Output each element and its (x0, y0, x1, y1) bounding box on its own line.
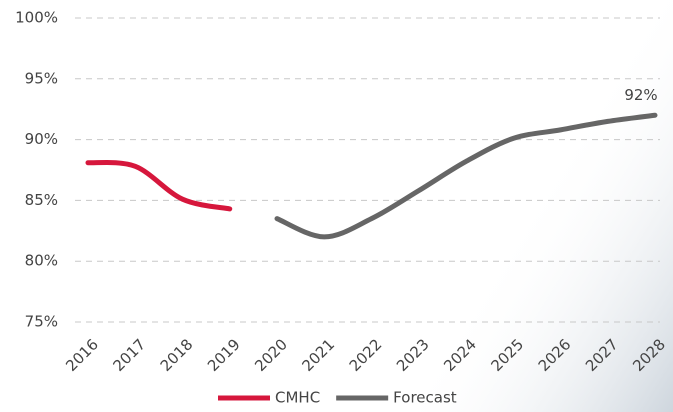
y-tick-label: 100% (15, 9, 58, 27)
series-line (274, 112, 658, 240)
data-label: 92% (624, 86, 657, 104)
x-tick-label: 2021 (299, 335, 339, 375)
x-tick-label: 2020 (251, 335, 291, 375)
background (420, 0, 673, 412)
y-tick-label: 85% (25, 191, 58, 209)
series-line (85, 159, 233, 212)
x-tick-label: 2022 (346, 335, 386, 375)
x-tick-label: 2018 (157, 335, 197, 375)
x-tick-label: 2019 (204, 335, 244, 375)
x-tick-label: 2017 (110, 335, 150, 375)
x-tick-label: 2016 (62, 335, 102, 375)
y-tick-label: 75% (25, 313, 58, 331)
y-tick-label: 80% (25, 252, 58, 270)
legend-label: CMHC (275, 389, 320, 407)
y-tick-label: 90% (25, 130, 58, 148)
y-tick-label: 95% (25, 69, 58, 87)
legend-label: Forecast (393, 389, 457, 407)
